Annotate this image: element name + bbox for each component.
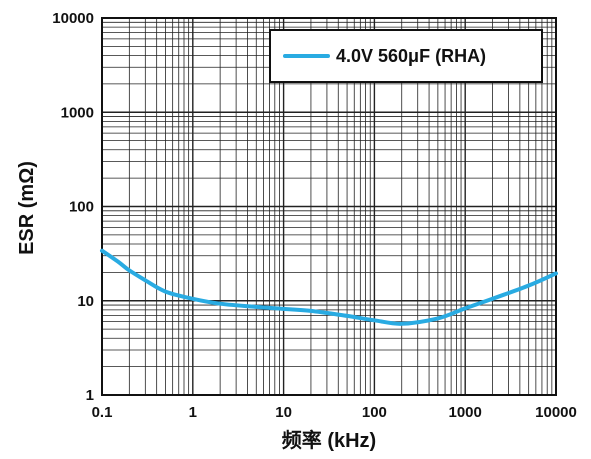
x-tick-label: 1 (189, 404, 197, 421)
legend: 4.0V 560μF (RHA) (269, 29, 543, 83)
series-line-esr (100, 248, 558, 326)
y-tick-label: 10 (77, 293, 94, 310)
y-axis-title: ESR (mΩ) (16, 161, 38, 255)
y-tick-label: 1000 (61, 104, 94, 121)
y-tick-label: 1 (86, 387, 94, 404)
x-tick-label: 100 (362, 404, 387, 421)
x-tick-label: 1000 (449, 404, 482, 421)
legend-label: 4.0V 560μF (RHA) (336, 46, 486, 66)
series-lines (100, 248, 558, 326)
y-tick-label: 100 (69, 199, 94, 216)
y-tick-label: 10000 (52, 10, 94, 27)
x-tick-label: 10 (275, 404, 292, 421)
x-tick-label: 0.1 (92, 404, 113, 421)
x-axis-title: 频率 (kHz) (282, 428, 376, 452)
x-tick-label: 10000 (535, 404, 577, 421)
plot-area-frame (101, 17, 557, 396)
